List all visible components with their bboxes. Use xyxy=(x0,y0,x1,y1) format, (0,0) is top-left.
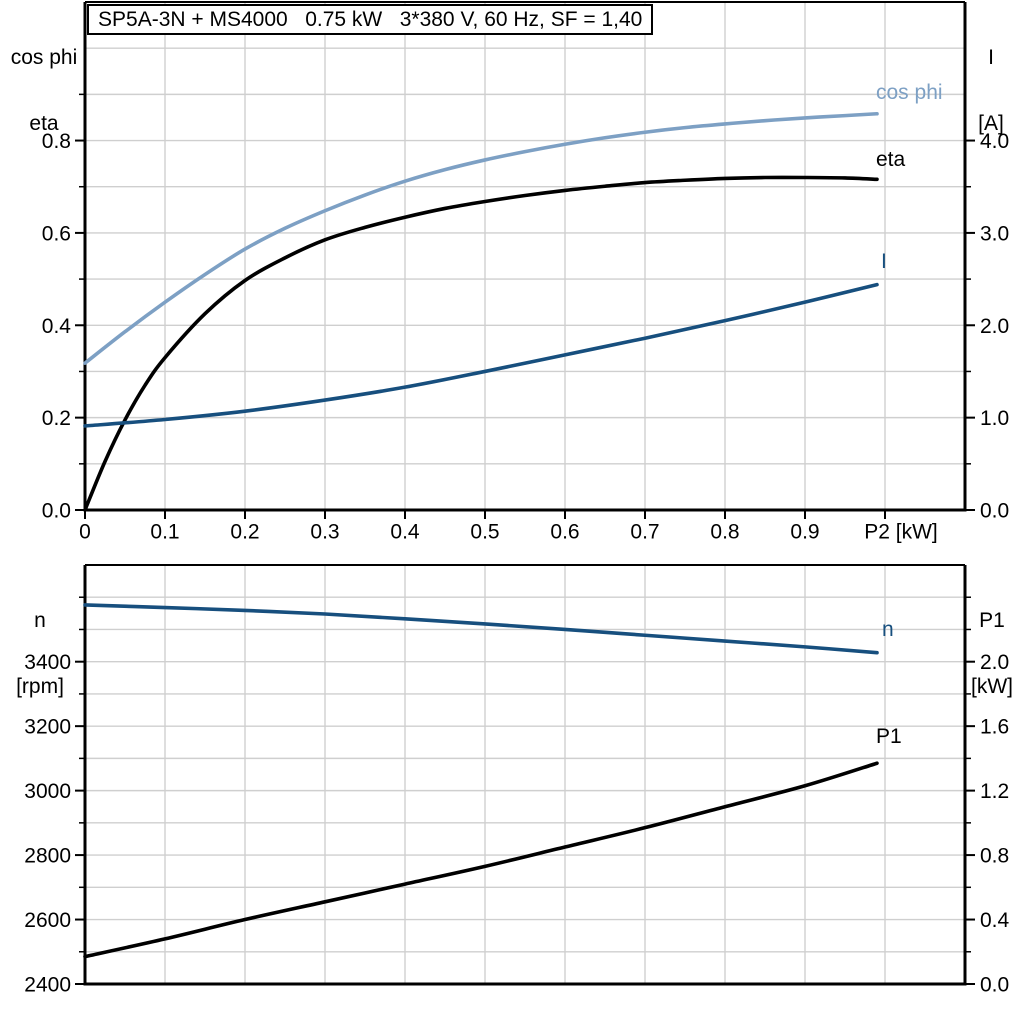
x-tick-label: 0 xyxy=(79,520,91,543)
right-tick-label: 1.0 xyxy=(980,407,1009,430)
top-left-axis-title: cos phi eta xyxy=(4,3,84,179)
left-tick-label: 0.0 xyxy=(42,500,71,523)
curve-label-cos-phi: cos phi xyxy=(876,81,943,104)
curve-cos-phi xyxy=(83,111,879,365)
right-tick-label: 2.0 xyxy=(980,315,1009,338)
axis-title-speed: n xyxy=(34,609,46,632)
bottom-right-axis-title: P1 [kW] xyxy=(962,566,1022,742)
chart-title-box: SP5A-3N + MS4000 0.75 kW 3*380 V, 60 Hz,… xyxy=(87,4,654,35)
x-tick-label: 0.6 xyxy=(550,520,579,543)
right-tick-label: 0.0 xyxy=(980,974,1009,997)
right-tick-label: 0.0 xyxy=(980,500,1009,523)
axis-title-cos-phi: cos phi xyxy=(10,46,78,69)
left-tick-label: 0.2 xyxy=(42,407,71,430)
x-tick-label: P2 [kW] xyxy=(864,520,938,543)
curve-n xyxy=(83,603,879,655)
axis-title-current: I xyxy=(988,46,994,69)
curve-label-speed: n xyxy=(882,618,894,641)
left-tick-label: 3400 xyxy=(24,651,71,674)
axis-title-p1: P1 xyxy=(979,609,1005,632)
axis-title-p1-unit: [kW] xyxy=(971,675,1013,698)
left-tick-label: 3200 xyxy=(24,716,71,739)
left-tick-label: 0.8 xyxy=(42,130,71,153)
right-tick-label: 1.6 xyxy=(980,716,1009,739)
left-tick-label: 2800 xyxy=(24,845,71,868)
curve-p1 xyxy=(83,761,879,959)
top-right-axis-title: I [A] xyxy=(962,3,1020,179)
right-tick-label: 0.4 xyxy=(980,909,1010,932)
x-tick-label: 0.1 xyxy=(150,520,179,543)
chart-title: SP5A-3N + MS4000 0.75 kW 3*380 V, 60 Hz,… xyxy=(98,7,643,31)
right-tick-label: 3.0 xyxy=(980,222,1009,245)
curve-label-p1: P1 xyxy=(876,725,902,748)
x-tick-label: 0.7 xyxy=(630,520,659,543)
x-tick-label: 0.9 xyxy=(790,520,819,543)
axis-title-current-unit: [A] xyxy=(978,112,1004,135)
curve-label-eta: eta xyxy=(876,148,906,171)
left-tick-label: 2600 xyxy=(24,909,71,932)
right-tick-label: 1.2 xyxy=(980,780,1009,803)
x-tick-label: 0.5 xyxy=(470,520,499,543)
left-tick-label: 0.4 xyxy=(42,315,72,338)
right-tick-label: 2.0 xyxy=(980,651,1009,674)
x-tick-label: 0.8 xyxy=(710,520,739,543)
right-tick-label: 4.0 xyxy=(980,130,1009,153)
x-tick-label: 0.2 xyxy=(230,520,259,543)
left-tick-label: 0.6 xyxy=(42,222,71,245)
curve-label-current: I xyxy=(881,250,887,273)
axis-title-speed-unit: [rpm] xyxy=(16,675,64,698)
bottom-left-axis-title: n [rpm] xyxy=(0,566,80,742)
x-tick-label: 0.3 xyxy=(310,520,339,543)
curve-i xyxy=(83,282,879,428)
x-tick-label: 0.4 xyxy=(390,520,420,543)
right-tick-label: 0.8 xyxy=(980,845,1009,868)
axis-title-eta: eta xyxy=(29,112,59,135)
left-tick-label: 3000 xyxy=(24,780,71,803)
left-tick-label: 2400 xyxy=(24,974,71,997)
curve-eta xyxy=(83,175,879,512)
